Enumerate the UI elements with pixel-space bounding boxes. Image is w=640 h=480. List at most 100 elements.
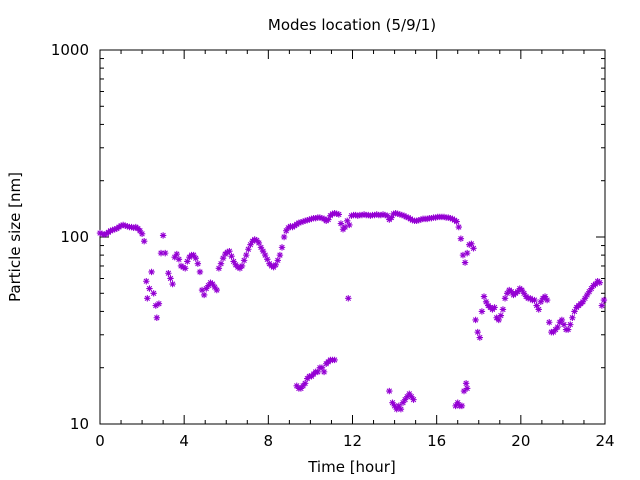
data-point: [274, 257, 282, 264]
data-point: [297, 218, 305, 226]
data-point: [596, 279, 603, 286]
data-point: [408, 393, 415, 400]
data-point: [344, 217, 351, 225]
data-point: [499, 306, 507, 313]
data-point: [354, 212, 361, 219]
data-point: [138, 230, 146, 238]
data-point: [428, 215, 435, 222]
data-point: [301, 217, 309, 225]
data-point: [331, 210, 338, 217]
data-point: [278, 244, 286, 251]
data-point: [588, 285, 595, 292]
data-point: [413, 217, 420, 225]
data-point: [234, 263, 242, 271]
y-tick-label: 1000: [51, 41, 89, 59]
x-tick-label: 12: [343, 432, 362, 450]
data-point: [268, 262, 275, 270]
data-point: [463, 385, 471, 392]
data-point: [320, 368, 328, 376]
x-tick-label: 20: [511, 432, 530, 450]
data-point: [460, 387, 468, 395]
data-point: [377, 211, 385, 219]
data-point: [491, 304, 498, 311]
data-point: [173, 250, 181, 258]
data-point: [379, 211, 387, 218]
data-point: [396, 211, 404, 218]
data-point: [251, 236, 258, 243]
data-point: [238, 262, 246, 270]
data-point: [209, 280, 216, 288]
data-point: [304, 216, 311, 224]
data-point: [358, 211, 366, 219]
data-point: [190, 251, 197, 259]
data-point: [598, 302, 606, 309]
data-point: [297, 385, 305, 392]
data-point: [389, 399, 396, 406]
data-point: [352, 211, 359, 219]
data-point: [177, 262, 185, 270]
data-point: [391, 402, 398, 410]
data-point: [423, 215, 431, 223]
data-point: [196, 268, 204, 276]
x-tick-label: 8: [264, 432, 274, 450]
data-point: [228, 252, 235, 260]
data-point: [503, 290, 511, 297]
data-point: [325, 216, 332, 223]
data-point: [453, 218, 460, 225]
data-point: [152, 302, 159, 309]
data-point: [388, 214, 395, 221]
data-point: [136, 227, 144, 234]
data-point: [101, 231, 108, 238]
data-point: [476, 334, 484, 341]
data-point: [318, 215, 326, 222]
x-tick-label: 16: [427, 432, 446, 450]
data-point: [224, 248, 231, 256]
data-point: [401, 396, 409, 403]
data-point: [399, 399, 407, 406]
data-point: [261, 251, 269, 259]
data-point: [272, 261, 279, 269]
data-point: [162, 249, 169, 257]
data-point: [322, 217, 330, 225]
data-point: [472, 316, 479, 324]
data-point: [404, 393, 411, 400]
data-point: [390, 210, 397, 218]
data-point: [130, 224, 137, 231]
data-point: [371, 211, 378, 219]
data-point: [452, 402, 459, 410]
data-point: [567, 321, 574, 328]
y-tick-label: 100: [60, 228, 89, 246]
data-point: [194, 260, 202, 267]
data-point: [299, 218, 307, 225]
data-point: [600, 296, 608, 304]
data-point: [558, 316, 566, 324]
data-point: [146, 285, 153, 292]
data-point: [449, 215, 456, 223]
x-tick-label: 24: [595, 432, 614, 450]
data-point: [318, 364, 326, 371]
data-point: [550, 328, 557, 336]
data-point: [583, 291, 591, 299]
data-point: [276, 251, 284, 259]
plot-area: [99, 49, 606, 425]
data-point: [365, 211, 372, 219]
data-point: [175, 256, 183, 263]
data-point: [571, 308, 578, 315]
data-point: [508, 288, 515, 295]
y-tick-labels: 10 100 1000: [51, 41, 89, 433]
data-point: [518, 286, 526, 294]
data-point: [337, 220, 345, 227]
data-point: [560, 321, 568, 328]
data-point: [394, 210, 401, 218]
data-point: [211, 283, 218, 291]
data-point: [579, 298, 587, 306]
data-point: [410, 396, 417, 403]
data-point: [341, 223, 349, 231]
data-point: [554, 323, 561, 331]
data-point: [407, 215, 414, 223]
data-point: [192, 255, 199, 262]
data-point: [217, 260, 225, 267]
data-point: [432, 214, 439, 221]
y-axis-label: Particle size [nm]: [6, 172, 24, 302]
data-point: [243, 251, 250, 259]
